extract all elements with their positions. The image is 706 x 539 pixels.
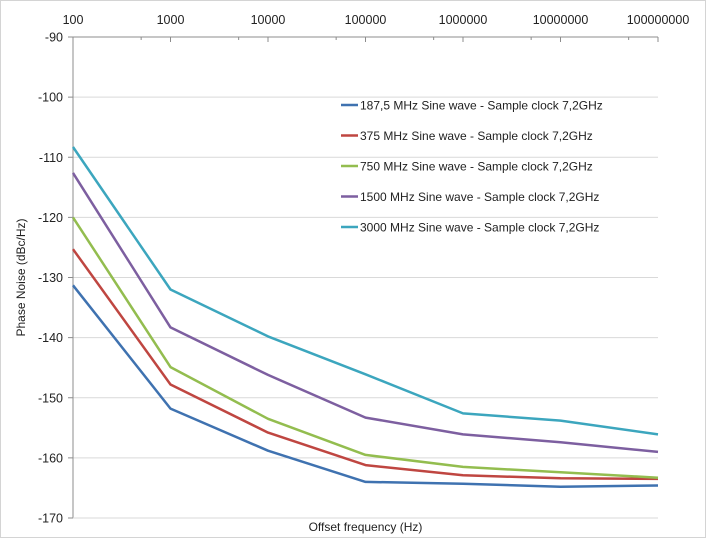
legend-label-1: 187,5 MHz Sine wave - Sample clock 7,2GH… bbox=[360, 98, 603, 112]
series-line-3 bbox=[71, 216, 659, 479]
y-tick-label: -160 bbox=[38, 451, 63, 465]
legend: 187,5 MHz Sine wave - Sample clock 7,2GH… bbox=[341, 98, 603, 234]
y-tick-label: -150 bbox=[38, 391, 63, 405]
y-axis-label: Phase Noise (dBc/Hz) bbox=[14, 218, 28, 336]
y-tick-label: -100 bbox=[38, 91, 63, 105]
x-tick-label: 10000 bbox=[251, 13, 286, 27]
legend-label-4: 1500 MHz Sine wave - Sample clock 7,2GHz bbox=[360, 190, 599, 204]
series-line-2 bbox=[71, 248, 659, 481]
series-line-4 bbox=[71, 172, 659, 454]
x-tick-label: 100000000 bbox=[627, 13, 690, 27]
y-tick-label: -90 bbox=[45, 31, 63, 45]
x-tick-label: 100000 bbox=[345, 13, 387, 27]
series-line-1 bbox=[72, 284, 659, 488]
legend-label-2: 375 MHz Sine wave - Sample clock 7,2GHz bbox=[360, 129, 593, 143]
legend-label-5: 3000 MHz Sine wave - Sample clock 7,2GHz bbox=[360, 220, 599, 234]
y-tick-label: -170 bbox=[38, 512, 63, 526]
y-tick-label: -130 bbox=[38, 271, 63, 285]
y-tick-label: -140 bbox=[38, 331, 63, 345]
x-tick-label: 100 bbox=[63, 13, 84, 27]
x-axis-label: Offset frequency (Hz) bbox=[309, 520, 423, 534]
legend-label-3: 750 MHz Sine wave - Sample clock 7,2GHz bbox=[360, 159, 593, 173]
series-line-5 bbox=[71, 146, 659, 436]
x-tick-label: 1000 bbox=[157, 13, 185, 27]
axes-layer bbox=[68, 36, 659, 519]
lines-layer bbox=[71, 146, 659, 488]
y-tick-label: -120 bbox=[38, 211, 63, 225]
tick-labels: 100 1000 10000 100000 1000000 10000000 1000000… bbox=[38, 13, 689, 526]
y-tick-label: -110 bbox=[39, 151, 63, 165]
x-tick-label: 10000000 bbox=[533, 13, 589, 27]
x-tick-label: 1000000 bbox=[439, 13, 488, 27]
